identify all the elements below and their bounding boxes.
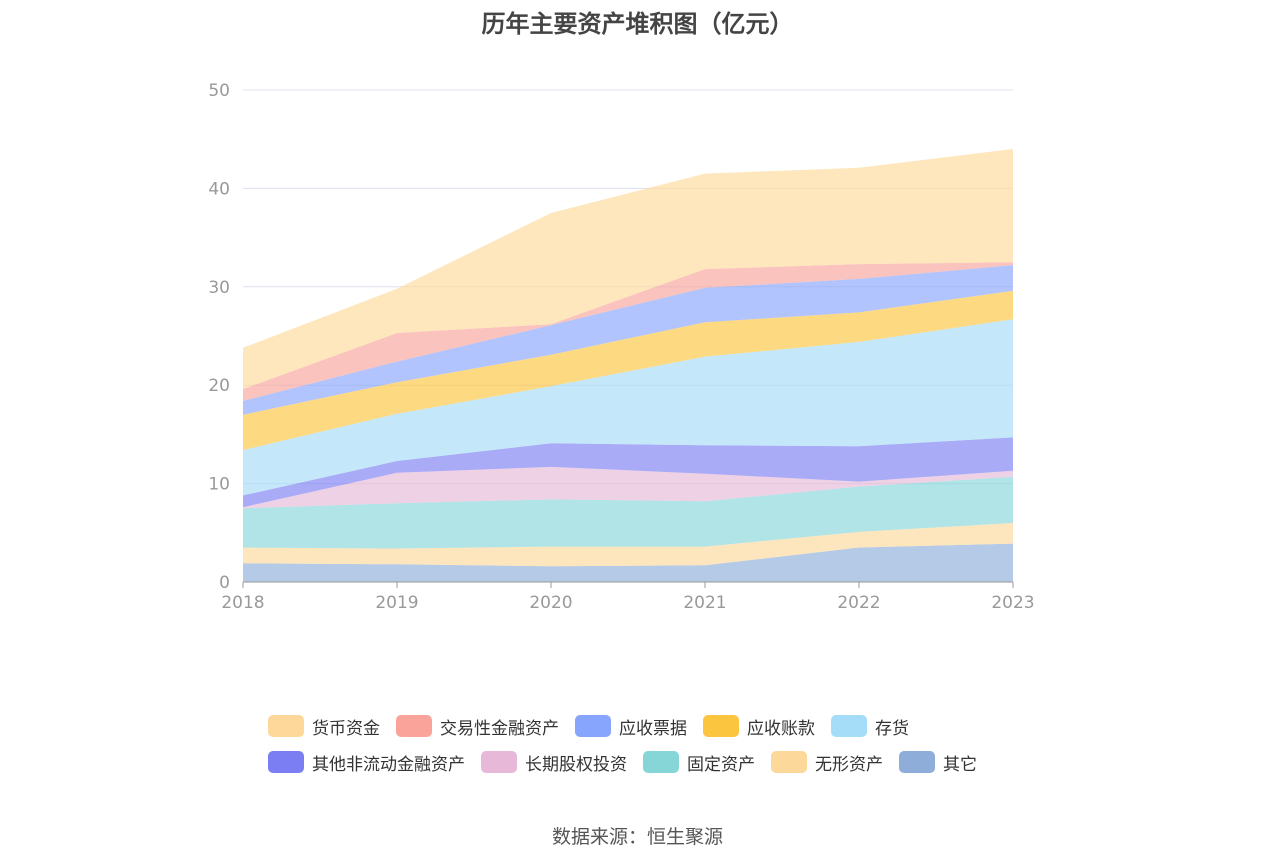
legend-swatch: [899, 751, 935, 773]
area-series-6: [243, 290, 1013, 451]
legend-swatch: [575, 715, 611, 737]
x-tick-label: 2019: [375, 593, 418, 613]
legend-swatch: [481, 751, 517, 773]
area-series-2: [243, 476, 1013, 549]
legend-item[interactable]: 长期股权投资: [481, 750, 627, 775]
x-tick-label: 2023: [991, 593, 1034, 613]
legend-item[interactable]: 应收账款: [703, 714, 815, 739]
x-tick-label: 2020: [529, 593, 572, 613]
area-series-7: [243, 265, 1013, 415]
legend-row: 其他非流动金融资产 长期股权投资 固定资产 无形资产 其它: [268, 744, 1048, 780]
area-series-3: [243, 466, 1013, 509]
chart-plot: 0 10 20 30 40 50 2018 2019 2020 2021 2022 2023: [208, 81, 1034, 613]
area-series-1: [243, 522, 1013, 567]
legend-swatch: [831, 715, 867, 737]
legend-label: 货币资金: [312, 718, 380, 739]
legend-swatch: [771, 751, 807, 773]
legend-label: 应收票据: [619, 718, 687, 739]
legend-item[interactable]: 其他非流动金融资产: [268, 750, 465, 775]
legend-label: 其他非流动金融资产: [312, 754, 465, 775]
legend-item[interactable]: 其它: [899, 750, 977, 775]
x-tick-label: 2018: [221, 593, 264, 613]
legend-label: 交易性金融资产: [440, 718, 559, 739]
y-tick-label: 20: [208, 376, 230, 396]
legend-item[interactable]: 应收票据: [575, 714, 687, 739]
y-tick-label: 50: [208, 81, 230, 101]
y-tick-label: 10: [208, 475, 230, 495]
y-tick-label: 40: [208, 179, 230, 199]
legend: 货币资金 交易性金融资产 应收票据 应收账款 存货其他非流动金融资产 长期股权投资 固定资产…: [268, 708, 1048, 780]
area-series-0: [243, 543, 1013, 582]
legend-label: 存货: [875, 718, 909, 739]
chart-title: 历年主要资产堆积图（亿元）: [481, 10, 794, 38]
y-tick-label: 0: [219, 573, 230, 593]
legend-item[interactable]: 固定资产: [643, 750, 755, 775]
legend-item[interactable]: 货币资金: [268, 714, 380, 739]
legend-swatch: [643, 751, 679, 773]
legend-label: 其它: [943, 754, 977, 775]
legend-swatch: [268, 715, 304, 737]
legend-item[interactable]: 存货: [831, 714, 909, 739]
legend-item[interactable]: 无形资产: [771, 750, 883, 775]
area-series-5: [243, 319, 1013, 496]
legend-swatch: [703, 715, 739, 737]
legend-row: 货币资金 交易性金融资产 应收票据 应收账款 存货: [268, 708, 1048, 744]
legend-swatch: [396, 715, 432, 737]
legend-label: 长期股权投资: [525, 754, 627, 775]
x-tick-label: 2021: [683, 593, 726, 613]
legend-swatch: [268, 751, 304, 773]
area-series-9: [243, 149, 1013, 390]
legend-label: 无形资产: [815, 754, 883, 775]
legend-item[interactable]: 交易性金融资产: [396, 714, 559, 739]
area-series-4: [243, 437, 1013, 508]
legend-label: 固定资产: [687, 754, 755, 775]
legend-label: 应收账款: [747, 718, 815, 739]
data-source-note: 数据来源：恒生聚源: [551, 826, 723, 848]
y-tick-label: 30: [208, 278, 230, 298]
x-tick-label: 2022: [837, 593, 880, 613]
